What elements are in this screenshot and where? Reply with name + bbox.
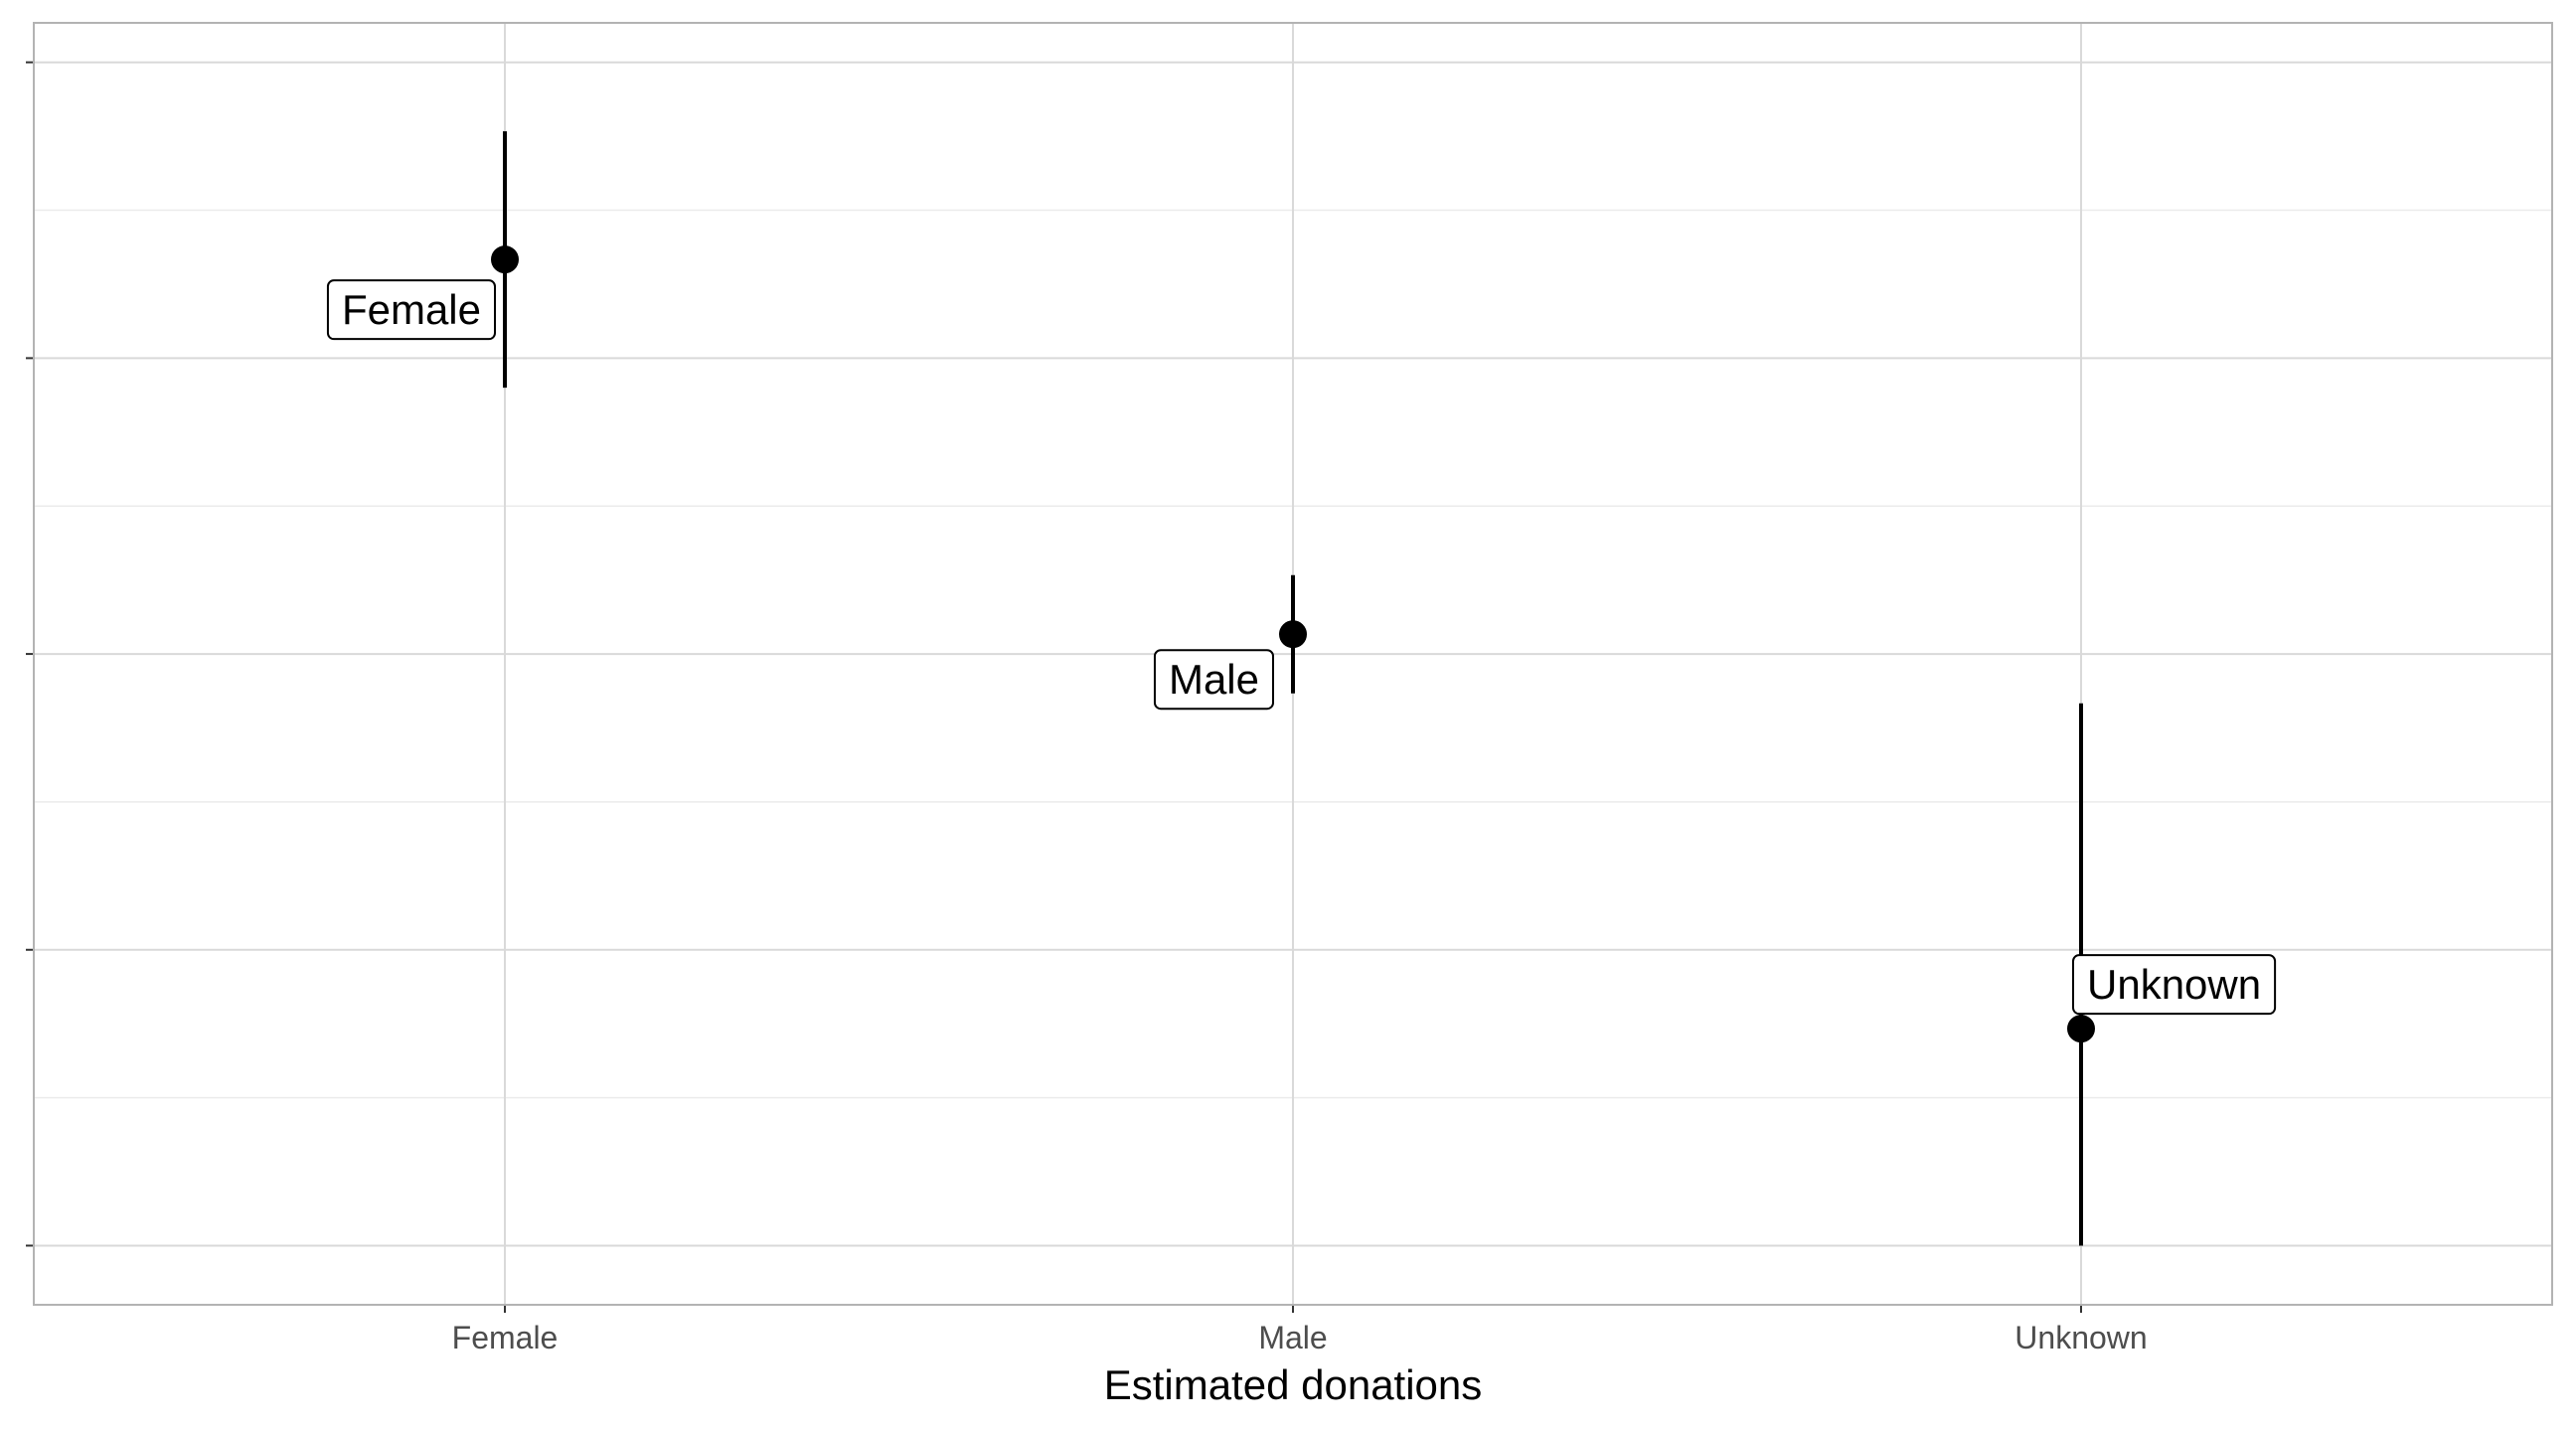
point-label-text: Male bbox=[1169, 656, 1259, 703]
point-labels: Female Male Unknown bbox=[326, 279, 2277, 1016]
panel-border bbox=[33, 22, 2553, 1306]
x-axis-title: Estimated donations bbox=[1104, 1361, 1483, 1408]
y-axis-ticks bbox=[26, 61, 34, 1247]
data-point bbox=[2067, 1015, 2095, 1043]
point-label: Female bbox=[326, 279, 496, 341]
point-label-text: Unknown bbox=[2087, 961, 2261, 1008]
x-tick-label: Male bbox=[1258, 1320, 1327, 1355]
x-axis-ticks: Female Male Unknown bbox=[452, 1305, 2148, 1355]
point-label: Male bbox=[1153, 649, 1274, 711]
data-point bbox=[1279, 620, 1307, 649]
point-label-box bbox=[1153, 649, 1274, 711]
x-tick-label: Female bbox=[452, 1320, 559, 1355]
point-label-box bbox=[326, 279, 496, 341]
point-label-box bbox=[2072, 954, 2277, 1016]
data-points bbox=[491, 245, 2095, 1043]
point-label: Unknown bbox=[2072, 954, 2277, 1016]
x-tick-label: Unknown bbox=[2014, 1320, 2147, 1355]
data-point bbox=[491, 245, 519, 274]
point-label-text: Female bbox=[342, 286, 481, 333]
major-gridlines bbox=[34, 23, 2552, 1305]
